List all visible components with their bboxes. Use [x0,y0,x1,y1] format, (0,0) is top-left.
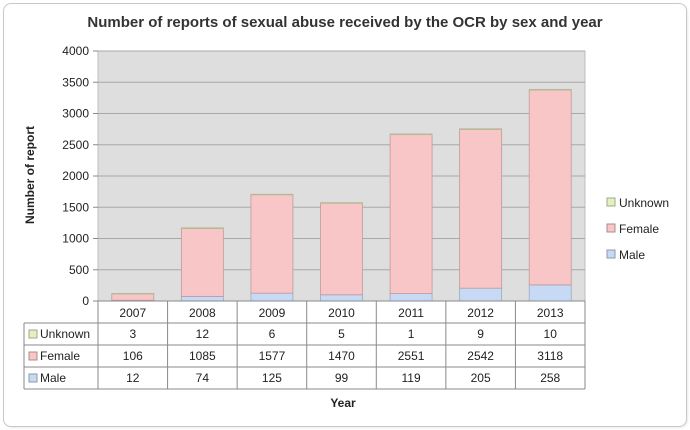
data-label: 119 [402,371,421,385]
x-tick-label: 2009 [259,306,286,320]
legend-label-unknown: Unknown [619,196,669,210]
data-label: 12 [196,327,210,341]
bar-female-2012 [459,128,503,289]
bar-male-2012 [459,287,503,302]
data-label: 3118 [537,349,563,363]
data-label: 1 [408,327,415,341]
table-row-label: Male [40,371,66,385]
data-label: 125 [262,371,282,385]
y-tick-label: 4000 [62,44,89,58]
bar-unknown-2011 [389,133,433,136]
y-tick-label: 2000 [62,169,89,183]
data-label: 9 [477,327,484,341]
bar-unknown-2007 [111,293,155,295]
bar-female-2011 [389,133,433,294]
data-label: 10 [544,327,558,341]
table-row-label: Unknown [40,327,90,341]
y-tick-label: 3000 [62,107,89,121]
data-label: 106 [123,349,143,363]
y-axis-title: Number of report [23,126,37,224]
data-label: 2551 [398,349,425,363]
legend-key-female [606,223,616,233]
legend-key-unknown [606,197,616,207]
bar-male-2013 [528,284,572,302]
data-label: 2542 [467,349,494,363]
bar-male-2009 [250,292,294,302]
legend: Unknown Female Male [606,196,669,262]
bar-female-2008 [180,228,224,297]
data-label: 6 [269,327,276,341]
table-row-label: Female [40,349,80,363]
plot-area: 0 500 1000 1500 2000 2500 3000 3500 4000 [62,44,586,308]
bar-male-2010 [320,294,363,302]
data-label: 258 [540,371,560,385]
bar-unknown-2012 [459,128,503,130]
bar-unknown-2009 [250,193,294,196]
x-tick-label: 2013 [537,306,564,320]
bar-female-2013 [528,89,572,286]
bar-unknown-2010 [320,202,363,204]
legend-label-male: Male [619,248,645,262]
data-label: 99 [335,371,349,385]
bar-unknown-2008 [180,227,224,229]
x-tick-label: 2008 [189,306,216,320]
data-label: 5 [338,327,345,341]
x-tick-label: 2011 [398,306,424,320]
x-tick-label: 2012 [467,306,494,320]
chart-title: Number of reports of sexual abuse receiv… [87,14,602,31]
y-tick-label: 3500 [62,75,89,89]
data-table: 2007 2008 2009 2010 2011 2012 2013 Unknown 3 12 6 5… [23,300,586,390]
bar-female-2009 [250,194,294,294]
table-key-female [28,351,38,361]
bar-male-2011 [389,293,433,302]
x-tick-label: 2010 [328,306,355,320]
data-label: 205 [471,371,491,385]
legend-label-female: Female [619,222,659,236]
y-tick-label: 1500 [62,200,89,214]
data-label: 1577 [259,349,286,363]
x-axis-title: Year [330,396,356,410]
y-tick-label: 500 [69,263,89,277]
bar-female-2010 [320,202,363,296]
y-tick-label: 2500 [62,138,89,152]
data-label: 74 [196,371,210,385]
bar-male-2008 [180,295,224,302]
y-tick-label: 0 [82,294,89,308]
data-label: 12 [126,371,140,385]
data-label: 3 [129,327,136,341]
bar-female-2007 [111,293,155,301]
data-label: 1470 [328,349,355,363]
table-key-unknown [28,329,38,339]
x-tick-label: 2007 [119,306,146,320]
legend-key-male [606,249,616,259]
y-tick-label: 1000 [62,232,89,246]
data-label: 1085 [189,349,216,363]
table-key-male [28,373,38,383]
bar-unknown-2013 [528,88,572,91]
